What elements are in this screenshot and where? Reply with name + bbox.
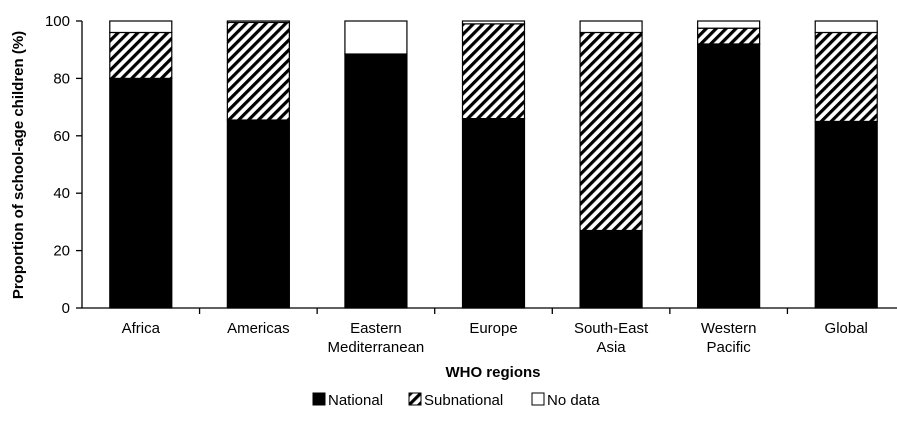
y-axis: 0 20 40 60 80 100 <box>45 13 82 317</box>
bar-segment-subnational <box>109 31 173 79</box>
bar-segment-national <box>697 43 761 309</box>
bars <box>109 20 878 309</box>
category-label: South-East Asia <box>574 320 649 356</box>
bar-segment-subnational <box>579 31 643 232</box>
legend-label: No data <box>547 392 600 409</box>
y-tick-label: 20 <box>53 243 70 260</box>
x-axis-categories: Africa Americas Eastern Mediterranean Europe… <box>122 308 868 356</box>
x-axis-title: WHO regions <box>445 364 540 381</box>
category-label: Africa <box>122 320 161 337</box>
bar-segment-no-data <box>226 20 290 24</box>
y-tick-label: 0 <box>62 300 70 317</box>
legend-label: National <box>328 392 383 409</box>
legend-swatch <box>531 392 545 406</box>
bar-segment-no-data <box>697 20 761 29</box>
bar-segment-subnational <box>226 21 290 121</box>
bar-segment-national <box>344 53 408 309</box>
category-label: Western Pacific <box>701 320 757 356</box>
category-label: Global <box>825 320 868 337</box>
bar-segment-no-data <box>579 20 643 34</box>
bar-segment-national <box>226 119 290 309</box>
legend: National Subnational No data <box>312 392 600 409</box>
bar-segment-national <box>109 77 173 309</box>
legend-swatch <box>408 392 422 406</box>
category-label: Europe <box>469 320 517 337</box>
category-label: Americas <box>227 320 290 337</box>
bar-segment-subnational <box>814 31 878 123</box>
bar-segment-subnational <box>461 23 526 120</box>
bar-segment-no-data <box>461 20 526 25</box>
bar-segment-national <box>814 120 878 309</box>
bar-segment-no-data <box>344 20 408 55</box>
bar-segment-national <box>579 229 643 309</box>
category-label: Eastern Mediterranean <box>328 320 425 356</box>
y-tick-label: 100 <box>45 13 70 30</box>
y-tick-label: 40 <box>53 185 70 202</box>
bar-segment-subnational <box>697 27 761 45</box>
y-tick-label: 60 <box>53 128 70 145</box>
legend-swatch <box>312 392 326 406</box>
y-axis-title: Proportion of school-age children (%) <box>10 31 27 299</box>
bar-segment-national <box>461 117 526 309</box>
legend-label: Subnational <box>424 392 503 409</box>
bar-segment-no-data <box>109 20 173 34</box>
bar-segment-no-data <box>814 20 878 34</box>
y-tick-label: 80 <box>53 70 70 87</box>
